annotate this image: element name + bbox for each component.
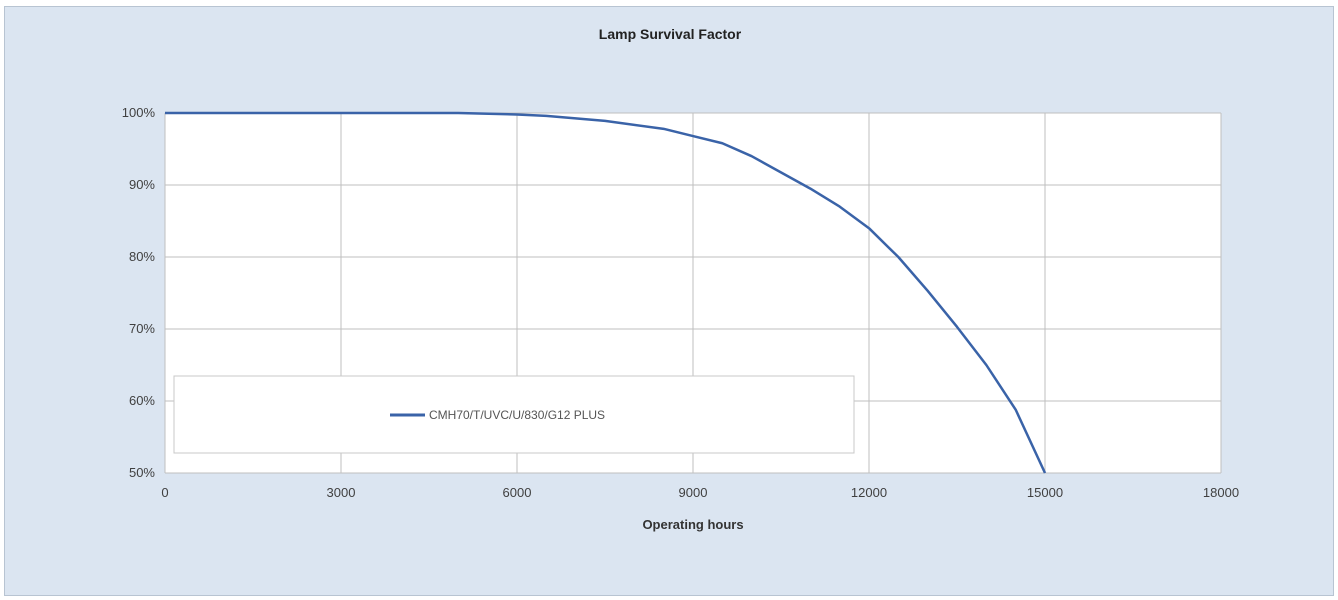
x-tick-label: 18000 xyxy=(1203,485,1239,500)
x-tick-label: 9000 xyxy=(679,485,708,500)
legend-label: CMH70/T/UVC/U/830/G12 PLUS xyxy=(429,408,605,422)
x-tick-label: 12000 xyxy=(851,485,887,500)
y-tick-label: 90% xyxy=(129,177,155,192)
x-axis-title: Operating hours xyxy=(642,517,743,532)
x-tick-label: 0 xyxy=(161,485,168,500)
legend-box xyxy=(173,375,855,454)
series-line xyxy=(165,111,1047,474)
legend: CMH70/T/UVC/U/830/G12 PLUS xyxy=(173,375,855,454)
y-tick-label: 60% xyxy=(129,393,155,408)
x-tick-label: 3000 xyxy=(327,485,356,500)
chart-title: Lamp Survival Factor xyxy=(599,26,742,42)
y-tick-label: 80% xyxy=(129,249,155,264)
y-tick-label: 100% xyxy=(122,105,156,120)
x-tick-label: 15000 xyxy=(1027,485,1063,500)
series-group xyxy=(165,111,1047,474)
x-axis-ticks: 0 3000 6000 9000 12000 15000 18000 xyxy=(161,485,1239,500)
x-tick-label: 6000 xyxy=(503,485,532,500)
y-tick-label: 50% xyxy=(129,465,155,480)
chart-area: Lamp Survival Factor 50% 60% 70% 80% 90% 100%… xyxy=(4,6,1334,596)
line-chart: Lamp Survival Factor 50% 60% 70% 80% 90% 100%… xyxy=(122,26,1239,532)
y-tick-label: 70% xyxy=(129,321,155,336)
y-axis-ticks: 50% 60% 70% 80% 90% 100% xyxy=(122,105,156,480)
